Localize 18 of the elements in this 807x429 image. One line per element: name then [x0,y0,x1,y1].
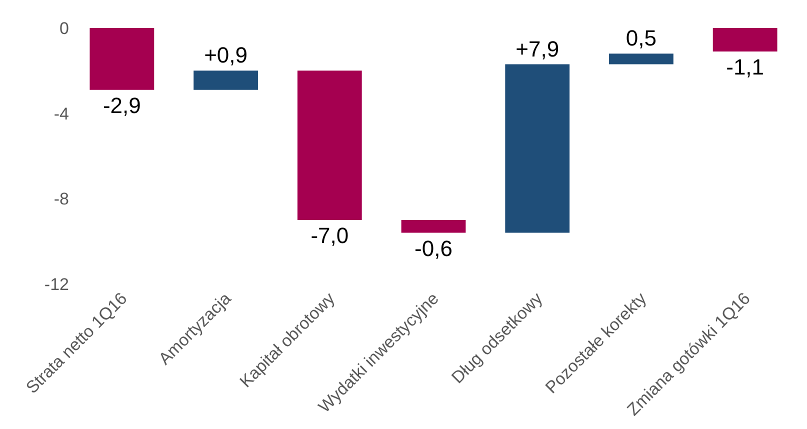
bar [401,220,466,233]
bar [609,54,674,64]
bar [297,70,362,220]
bar [90,28,154,90]
bar [194,70,258,90]
data-label: +7,9 [516,36,560,62]
y-tick-label: -12 [44,274,69,294]
y-tick-label: -8 [54,190,69,209]
data-label: -7,0 [310,223,349,248]
y-tick-label: -4 [54,104,69,124]
data-label: -0,6 [414,236,452,261]
bar [712,28,778,52]
data-label: +0,9 [204,42,248,68]
y-tick-label: 0 [60,18,69,38]
data-label: -2,9 [102,92,141,118]
data-label: 0,5 [626,26,657,51]
bar [505,64,570,233]
data-label: -1,1 [726,54,764,80]
